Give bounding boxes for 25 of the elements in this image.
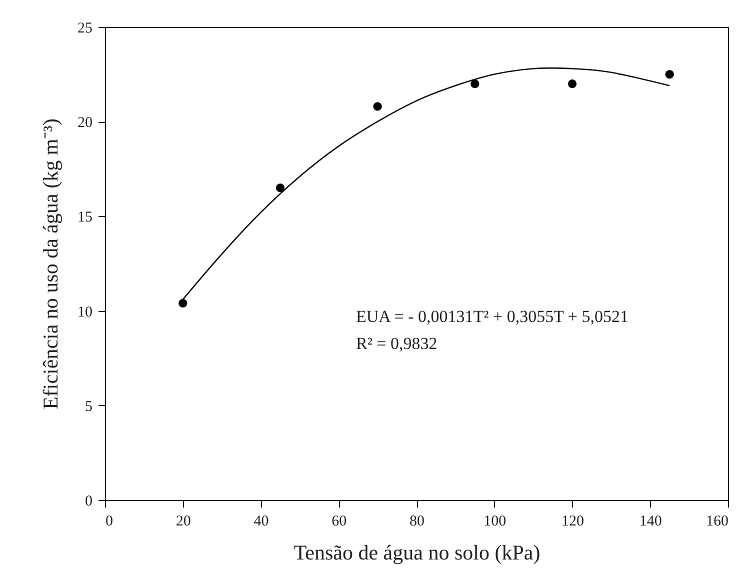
x-tick-label: 0 bbox=[106, 514, 113, 530]
point bbox=[665, 70, 674, 79]
y-tick-label: 20 bbox=[78, 115, 92, 132]
y-tick-label: 25 bbox=[78, 20, 92, 36]
x-tick-label: 40 bbox=[254, 514, 269, 530]
x-axis-title: Tensão de água no solo (kPa) bbox=[294, 540, 540, 564]
point bbox=[568, 79, 577, 88]
x-tick-label: 120 bbox=[562, 514, 584, 530]
point bbox=[178, 298, 188, 308]
point bbox=[470, 79, 480, 88]
annotation: R² = 0,9832 bbox=[356, 334, 438, 353]
y-tick-label: 5 bbox=[85, 398, 92, 415]
y-tick-label: 0 bbox=[85, 494, 92, 510]
point bbox=[373, 102, 382, 111]
y-tick-label: 10 bbox=[78, 304, 92, 320]
x-tick-label: 160 bbox=[706, 514, 728, 530]
x-tick-label: 20 bbox=[176, 514, 191, 530]
annotation: EUA = - 0,00131T² + 0,3055T + 5,0521 bbox=[356, 307, 628, 326]
x-tick-label: 60 bbox=[332, 514, 347, 530]
point bbox=[276, 184, 285, 192]
x-tick-label: 100 bbox=[484, 514, 506, 530]
y-axis-title: Eficiência no uso da água (kg m⁻³) bbox=[38, 118, 62, 410]
y-tick-label: 15 bbox=[78, 210, 92, 226]
x-tick-label: 140 bbox=[639, 514, 662, 530]
x-tick-label: 80 bbox=[410, 514, 424, 530]
